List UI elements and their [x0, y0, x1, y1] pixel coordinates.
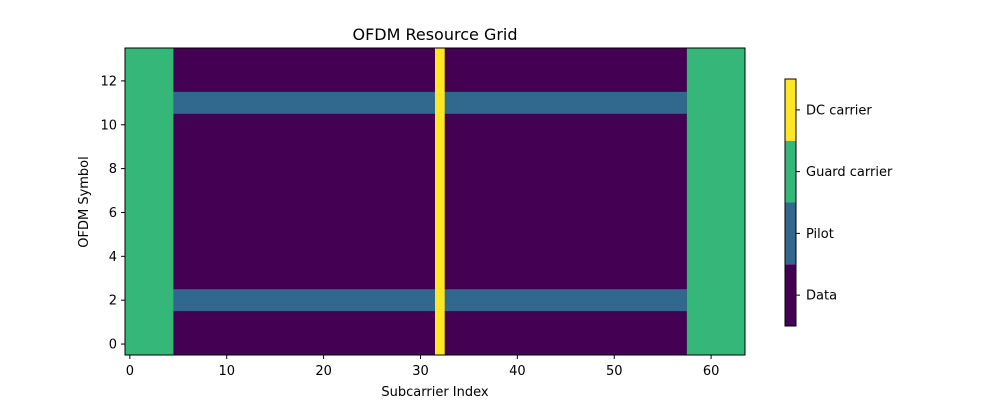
- plot-frame: [124, 47, 746, 356]
- x-tick-label: 30: [412, 364, 429, 379]
- region-pilot: [173, 91, 687, 114]
- x-tick-label: 0: [126, 364, 134, 379]
- x-tick-label: 10: [218, 364, 235, 379]
- y-axis-label: OFDM Symbol: [77, 156, 92, 248]
- x-tick-label: 50: [606, 364, 623, 379]
- x-axis-label: Subcarrier Index: [381, 385, 488, 400]
- y-tick-label: 0: [109, 338, 117, 353]
- x-tick-label: 40: [509, 364, 526, 379]
- colorbar-frame: [784, 78, 797, 327]
- chart-title: OFDM Resource Grid: [352, 25, 517, 44]
- x-tick-label: 20: [315, 364, 332, 379]
- colorbar-label: Pilot: [806, 227, 834, 242]
- x-tick-label: 60: [703, 364, 720, 379]
- colorbar-label: DC carrier: [806, 103, 872, 118]
- x-axis: 0 10 20 30 40 50 60: [126, 355, 720, 379]
- y-tick-label: 12: [100, 74, 117, 89]
- region-pilot: [173, 289, 687, 312]
- colorbar-segment-guard-carrier: [785, 140, 796, 203]
- colorbar-segment-dc-carrier: [785, 79, 796, 141]
- region-guard-carrier: [686, 48, 745, 355]
- colorbar-segment-pilot: [785, 202, 796, 265]
- resource-grid: [125, 48, 745, 355]
- y-tick-label: 2: [109, 294, 117, 309]
- y-axis: 0 2 4 6 8 10 12: [100, 74, 125, 353]
- colorbar: Data Pilot Guard carrier DC carrier: [784, 78, 893, 327]
- y-tick-label: 6: [109, 206, 117, 221]
- y-tick-label: 8: [109, 162, 117, 177]
- region-dc-carrier: [435, 48, 445, 355]
- y-tick-label: 10: [100, 118, 117, 133]
- region-guard-carrier: [125, 48, 174, 355]
- colorbar-segment-data: [785, 264, 796, 326]
- colorbar-label: Guard carrier: [806, 165, 893, 180]
- y-tick-label: 4: [109, 250, 117, 265]
- colorbar-label: Data: [806, 289, 837, 304]
